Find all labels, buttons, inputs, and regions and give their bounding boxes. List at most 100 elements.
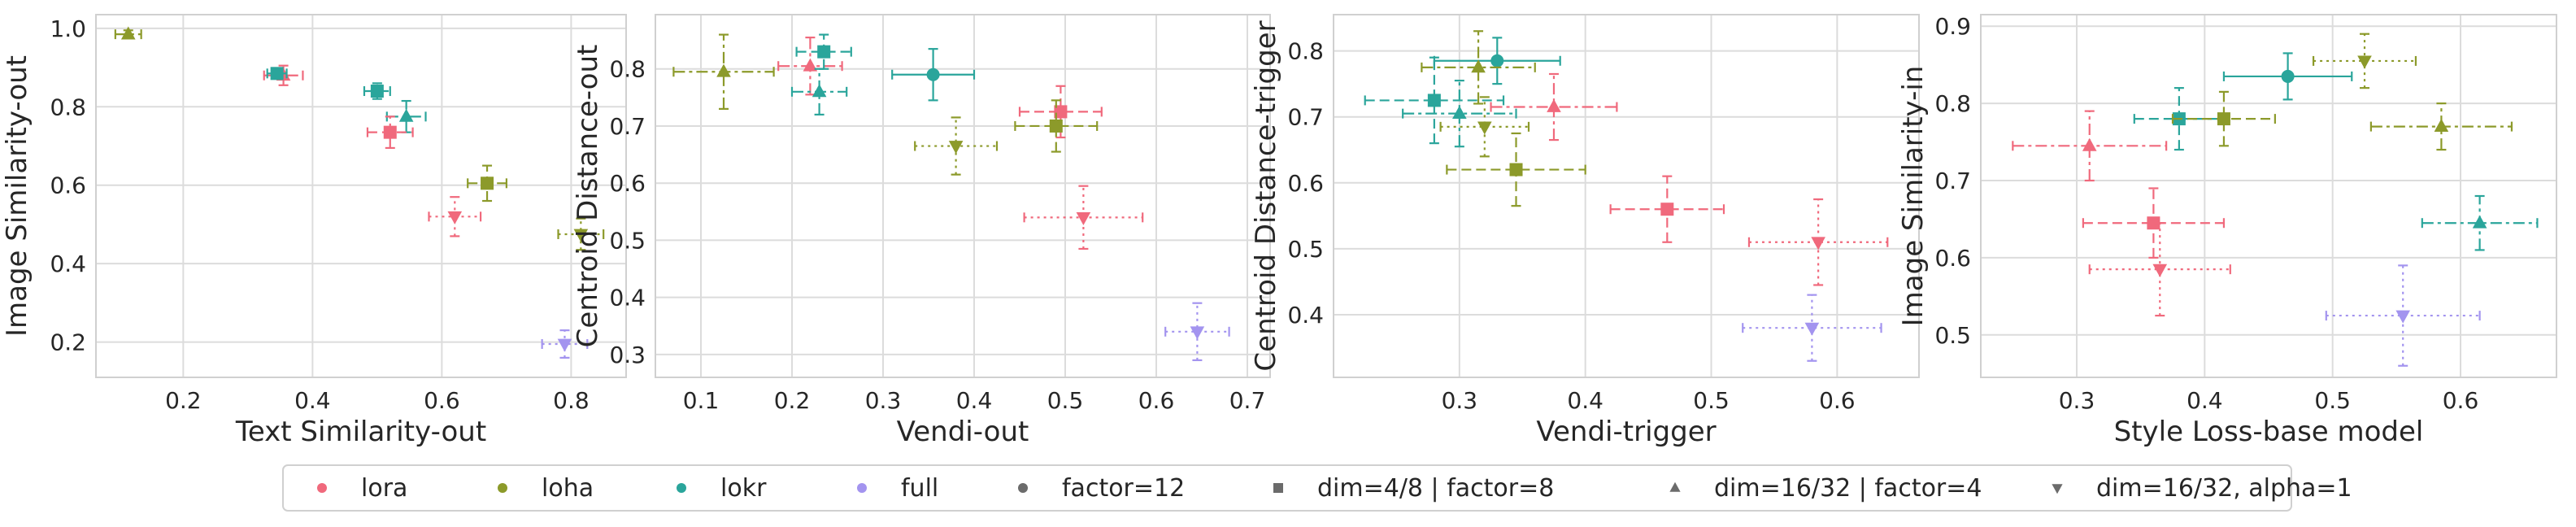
point-marker: [2152, 264, 2168, 277]
point-marker: [1076, 211, 1091, 225]
point-marker: [481, 176, 494, 190]
chart-panel-4: 0.3 0.4 0.5 0.6 0.5 0.6 0.7 0.8 0.9 Style Loss-ba…: [1897, 13, 2557, 448]
legend-item: factor=12: [1018, 474, 1185, 503]
point-marker: [1049, 119, 1063, 133]
y-tick-label: 0.5: [609, 227, 646, 254]
point-marker: [383, 125, 397, 139]
data-point-loha: [1446, 132, 1586, 207]
point-marker: [573, 229, 589, 242]
point-marker: [1054, 105, 1068, 119]
y-axis-label: Image Similarity-in: [1897, 66, 1930, 327]
legend-label: factor=12: [1062, 474, 1185, 503]
x-axis-label: Vendi-out: [897, 416, 1029, 448]
point-marker: [1190, 326, 1205, 340]
point-marker: [398, 108, 414, 122]
data-point-lokr: [891, 48, 976, 102]
y-tick-label: 0.2: [50, 329, 86, 356]
plot-frame: [95, 14, 627, 378]
y-tick-label: 0.9: [1934, 13, 1971, 40]
data-point-loha: [2369, 102, 2513, 151]
data-point-loha: [557, 217, 605, 251]
point-marker: [2082, 137, 2097, 151]
x-tick-label: 0.5: [1047, 387, 1084, 414]
plot-frame: [1980, 14, 2557, 378]
plot-area: [96, 15, 626, 377]
legend-label: loha: [542, 474, 594, 503]
y-tick-label: 0.7: [1287, 104, 1324, 131]
point-marker: [270, 67, 284, 81]
data-point-loha: [2171, 90, 2276, 147]
data-point-lokr: [790, 68, 848, 116]
legend-marker: [317, 483, 327, 493]
plot-area: [1334, 15, 1919, 377]
data-point-lora: [2082, 187, 2226, 259]
x-tick-label: 0.5: [1693, 387, 1730, 414]
data-point-lokr: [795, 33, 852, 70]
x-tick-label: 0.2: [165, 387, 202, 414]
legend-marker: [857, 483, 867, 493]
data-point-loha: [114, 26, 142, 40]
data-point-full: [1742, 294, 1882, 362]
data-point-full: [1164, 302, 1230, 362]
data-point-loha: [2312, 33, 2417, 89]
legend-item: dim=4/8 | factor=8: [1273, 474, 1554, 503]
y-tick-label: 0.8: [50, 94, 86, 120]
point-marker: [1660, 203, 1674, 216]
point-marker: [2395, 310, 2410, 324]
data-point-full: [541, 329, 589, 359]
point-marker: [803, 58, 818, 72]
x-tick-label: 0.2: [774, 387, 811, 414]
point-marker: [1477, 121, 1492, 135]
chart-panel-2: 0.1 0.2 0.3 0.4 0.5 0.6 0.7 0.3 0.4 0.5 0.6 0.7 0.8 V…: [572, 14, 1271, 448]
chart-panel-1: 0.2 0.4 0.6 0.8 0.2 0.4 0.6 0.8 1.0 Text Similari…: [1, 14, 627, 448]
plot-frame: [1333, 14, 1920, 378]
x-tick-label: 0.6: [424, 387, 460, 414]
legend-label: lokr: [720, 474, 767, 503]
data-point-lora: [1490, 72, 1618, 142]
data-point-loha: [1421, 30, 1536, 105]
y-axis-label: Centroid Distance-trigger: [1250, 20, 1282, 371]
x-tick-label: 0.7: [1229, 387, 1266, 414]
y-tick-label: 0.5: [1934, 322, 1971, 349]
x-tick-label: 0.3: [1442, 387, 1478, 414]
point-marker: [1427, 94, 1441, 107]
data-point-lokr: [2421, 194, 2539, 251]
y-tick-label: 0.8: [1287, 38, 1324, 65]
y-tick-label: 0.8: [609, 56, 646, 83]
point-marker: [716, 63, 731, 77]
point-marker: [2281, 69, 2295, 83]
data-point-lokr: [363, 82, 391, 100]
legend-marker: [677, 483, 686, 493]
legend-item: loha: [498, 474, 594, 503]
y-tick-label: 0.6: [1287, 170, 1324, 197]
legend-marker: [1669, 481, 1681, 492]
point-marker: [2472, 215, 2487, 229]
plot-frame: [655, 14, 1271, 378]
x-tick-label: 0.6: [1819, 387, 1856, 414]
point-marker: [1547, 98, 1561, 112]
y-axis-label: Centroid Distance-out: [572, 45, 604, 348]
legend-label: dim=4/8 | factor=8: [1317, 474, 1554, 503]
data-point-lora: [428, 196, 482, 237]
data-point-lora: [366, 115, 414, 150]
point-marker: [1804, 322, 1820, 336]
legend-marker: [1018, 483, 1028, 493]
y-tick-label: 0.7: [1934, 168, 1971, 194]
point-marker: [447, 211, 463, 224]
y-tick-label: 0.6: [609, 170, 646, 197]
y-tick-label: 0.4: [50, 250, 86, 277]
x-tick-label: 0.4: [956, 387, 993, 414]
y-tick-label: 0.7: [609, 113, 646, 140]
point-marker: [120, 26, 136, 40]
y-tick-label: 0.6: [50, 172, 86, 199]
legend-label: lora: [361, 474, 407, 503]
point-marker: [926, 68, 940, 81]
legend-item: lokr: [677, 474, 767, 503]
point-marker: [2147, 216, 2160, 230]
data-point-lora: [777, 36, 843, 96]
data-point-loha: [672, 33, 775, 110]
x-tick-label: 0.4: [294, 387, 331, 414]
data-point-lokr: [1402, 79, 1517, 148]
legend-marker: [498, 483, 507, 493]
